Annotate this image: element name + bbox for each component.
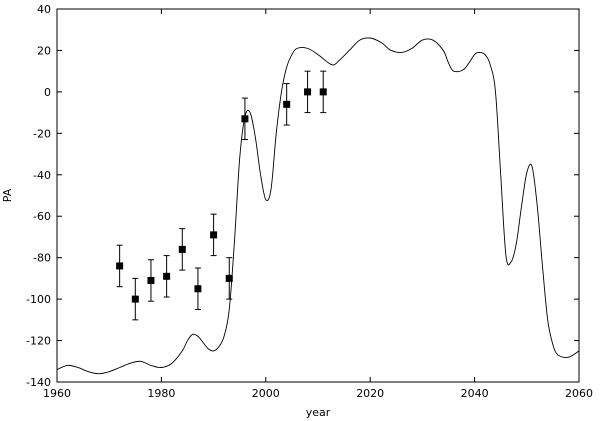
square-marker — [304, 88, 312, 96]
y-tick-label: -140 — [26, 376, 51, 389]
x-tick-label: 2020 — [356, 387, 384, 400]
x-axis-label: year — [306, 406, 331, 419]
y-tick-label: 40 — [37, 3, 51, 16]
ticks-layer: 1960 1980 2000 2020 2040 2060-140-120-100-80-… — [26, 3, 593, 400]
square-marker — [210, 231, 218, 239]
y-tick-label: -60 — [33, 210, 51, 223]
x-tick-label: 1980 — [147, 387, 175, 400]
data-point — [319, 70, 327, 114]
y-tick-label: 0 — [44, 86, 51, 99]
square-marker — [178, 245, 186, 253]
y-tick-label: -20 — [33, 127, 51, 140]
data-point — [283, 83, 291, 126]
data-point — [194, 267, 202, 310]
curve-layer — [56, 37, 580, 375]
square-marker — [283, 100, 291, 108]
plot-frame — [56, 8, 580, 383]
y-axis-label: PA — [1, 188, 14, 202]
model-curve — [56, 37, 580, 375]
square-marker — [147, 276, 155, 284]
square-marker — [241, 115, 249, 123]
square-marker — [225, 274, 233, 282]
y-tick-label: 20 — [37, 44, 51, 57]
data-point — [147, 259, 155, 302]
data-point — [210, 213, 218, 257]
x-tick-label: 2060 — [565, 387, 593, 400]
data-point — [304, 70, 312, 114]
x-tick-label: 1960 — [43, 387, 71, 400]
data-point — [131, 277, 139, 321]
data-point — [241, 97, 249, 141]
points-layer — [116, 70, 327, 321]
square-marker — [163, 272, 171, 280]
square-marker — [131, 295, 139, 303]
y-tick-label: -100 — [26, 293, 51, 306]
x-tick-label: 2000 — [252, 387, 280, 400]
y-tick-label: -120 — [26, 335, 51, 348]
square-marker — [194, 285, 202, 293]
data-point — [116, 244, 124, 288]
square-marker — [116, 262, 124, 270]
y-tick-label: -80 — [33, 252, 51, 265]
square-marker — [319, 88, 327, 96]
data-point — [225, 257, 233, 300]
y-tick-label: -40 — [33, 169, 51, 182]
data-point — [178, 228, 186, 271]
data-point — [163, 255, 171, 298]
x-tick-label: 2040 — [461, 387, 489, 400]
